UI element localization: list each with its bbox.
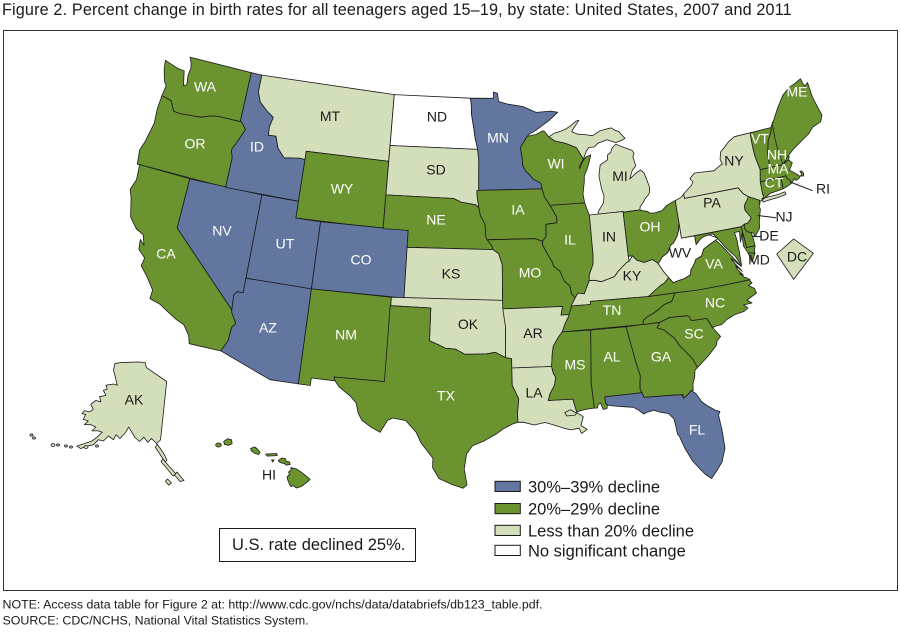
svg-text:VA: VA	[705, 256, 723, 272]
svg-text:OR: OR	[185, 136, 206, 152]
svg-text:FL: FL	[689, 422, 706, 438]
svg-text:MD: MD	[748, 252, 770, 268]
svg-text:No significant change: No significant change	[528, 542, 686, 560]
svg-text:VT: VT	[751, 131, 769, 147]
svg-text:AK: AK	[125, 392, 144, 408]
svg-text:NV: NV	[212, 223, 232, 239]
svg-text:WY: WY	[331, 181, 354, 197]
svg-text:NJ: NJ	[775, 209, 792, 225]
svg-text:GA: GA	[651, 349, 672, 365]
svg-text:CT: CT	[765, 175, 784, 191]
svg-text:TN: TN	[603, 302, 622, 318]
svg-text:TX: TX	[437, 388, 456, 404]
svg-text:SOURCE: CDC/NCHS, National Vit: SOURCE: CDC/NCHS, National Vital Statist…	[3, 614, 309, 628]
svg-text:NE: NE	[426, 212, 445, 228]
svg-text:KY: KY	[623, 268, 642, 284]
svg-text:ME: ME	[787, 84, 808, 100]
svg-text:U.S. rate declined 25%.: U.S. rate declined 25%.	[232, 536, 405, 554]
svg-text:IN: IN	[602, 229, 616, 245]
svg-text:30%–39% decline: 30%–39% decline	[528, 478, 660, 496]
svg-text:20%–29% decline: 20%–29% decline	[528, 501, 660, 519]
svg-text:CA: CA	[156, 246, 176, 262]
svg-text:NY: NY	[724, 153, 744, 169]
svg-text:HI: HI	[262, 467, 276, 483]
svg-text:ND: ND	[427, 109, 447, 125]
svg-text:MT: MT	[320, 108, 341, 124]
svg-text:KS: KS	[442, 266, 461, 282]
svg-text:OH: OH	[640, 219, 661, 235]
svg-text:SD: SD	[426, 162, 445, 178]
svg-text:NM: NM	[335, 327, 357, 343]
svg-text:DE: DE	[759, 228, 778, 244]
svg-text:AL: AL	[603, 349, 620, 365]
svg-text:MI: MI	[612, 168, 628, 184]
svg-text:NH: NH	[767, 147, 787, 163]
svg-text:WA: WA	[194, 79, 217, 95]
svg-text:UT: UT	[276, 236, 295, 252]
svg-text:IA: IA	[511, 202, 525, 218]
svg-text:IL: IL	[564, 232, 576, 248]
svg-text:SC: SC	[684, 326, 703, 342]
svg-text:AR: AR	[523, 325, 542, 341]
svg-text:CO: CO	[351, 252, 372, 268]
svg-text:ID: ID	[250, 139, 264, 155]
svg-text:PA: PA	[703, 195, 721, 211]
svg-text:WI: WI	[547, 156, 564, 172]
svg-text:MA: MA	[768, 161, 790, 177]
svg-text:DC: DC	[787, 249, 807, 265]
svg-text:MN: MN	[487, 130, 509, 146]
svg-text:Figure 2. Percent change in bi: Figure 2. Percent change in birth rates …	[2, 1, 792, 19]
svg-text:NOTE: Access data table for Fi: NOTE: Access data table for Figure 2 at:…	[3, 598, 543, 612]
svg-text:Less than 20% decline: Less than 20% decline	[528, 522, 694, 540]
svg-text:NC: NC	[705, 295, 725, 311]
svg-text:MS: MS	[565, 357, 586, 373]
svg-text:RI: RI	[816, 181, 830, 197]
svg-text:AZ: AZ	[259, 320, 277, 336]
svg-text:MO: MO	[519, 265, 542, 281]
svg-text:LA: LA	[525, 385, 543, 401]
svg-text:OK: OK	[458, 316, 479, 332]
svg-text:WV: WV	[669, 245, 692, 261]
